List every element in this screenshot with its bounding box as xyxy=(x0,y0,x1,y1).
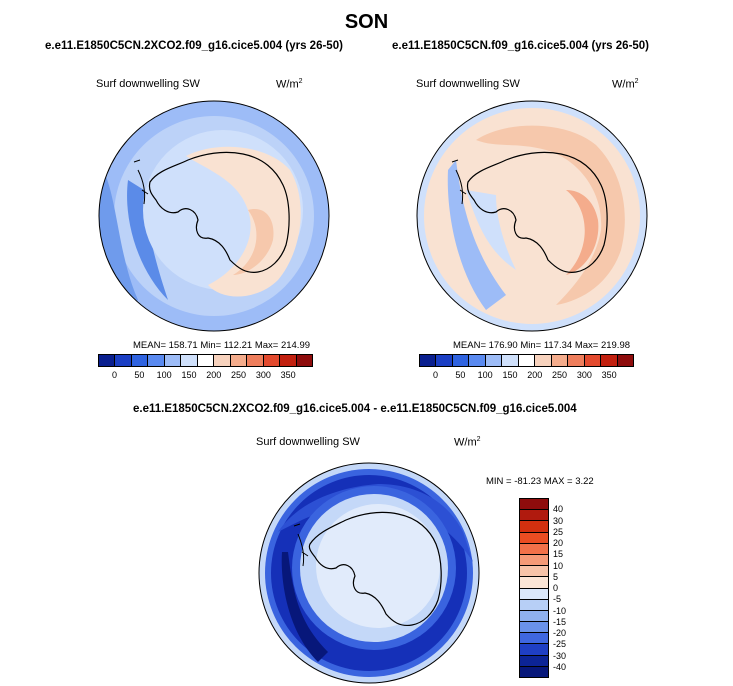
left-antarctica-coastline xyxy=(148,151,290,273)
left-polar-map xyxy=(98,100,330,332)
colorbar-swatch xyxy=(485,355,503,366)
left-map-warm-region xyxy=(186,146,301,297)
colorbar-swatch xyxy=(280,355,297,366)
colorbar-tick-label: -25 xyxy=(553,639,567,650)
colorbar-swatch xyxy=(230,355,248,366)
colorbar-swatch xyxy=(520,554,548,567)
colorbar-swatch xyxy=(420,355,437,366)
colorbar-swatch xyxy=(520,510,548,522)
right-variable-label: Surf downwelling SW xyxy=(416,78,520,90)
colorbar-swatch xyxy=(296,355,313,366)
colorbar-tick-label: 50 xyxy=(455,370,466,380)
diff-polar-map xyxy=(258,462,480,684)
colorbar-swatch xyxy=(518,355,536,366)
colorbar-swatch xyxy=(197,355,215,366)
colorbar-tick-label: 350 xyxy=(280,370,296,380)
colorbar-swatch xyxy=(520,543,548,555)
colorbar-tick-label: 0 xyxy=(112,370,118,380)
colorbar-swatch xyxy=(568,355,585,366)
diff-units-label: W/m2 xyxy=(454,436,481,449)
colorbar-tick-label: 250 xyxy=(231,370,247,380)
right-colorbar: 0 50 100 150 200 250 300 350 xyxy=(419,354,634,380)
diff-variable-label: Surf downwelling SW xyxy=(256,436,360,448)
left-stats: MEAN= 158.71 Min= 112.21 Max= 214.99 xyxy=(133,340,311,351)
colorbar-swatch xyxy=(164,355,182,366)
left-colorbar: 0 50 100 150 200 250 300 350 xyxy=(98,354,313,380)
colorbar-tick-label: 200 xyxy=(206,370,222,380)
colorbar-tick-label: 100 xyxy=(477,370,493,380)
right-map-warm-region xyxy=(476,125,625,305)
page-title: SON xyxy=(344,11,389,33)
colorbar-swatch xyxy=(181,355,198,366)
colorbar-tick-label: -30 xyxy=(553,650,567,661)
colorbar-swatch xyxy=(551,355,569,366)
colorbar-swatch xyxy=(452,355,470,366)
diff-case-title: e.e11.E1850C5CN.2XCO2.f09_g16.cice5.004 … xyxy=(133,403,577,415)
colorbar-swatch xyxy=(520,666,548,677)
colorbar-tick-label: 20 xyxy=(553,538,564,548)
colorbar-tick-label: -40 xyxy=(553,661,567,672)
diff-colorbar: 40 30 25 20 15 10 5 0 -5 -10 -15 -20 -25 -30 -40 xyxy=(519,498,579,678)
diff-stats: MIN = -81.23 MAX = 3.22 xyxy=(486,476,594,487)
colorbar-tick-label: 5 xyxy=(553,571,559,582)
colorbar-swatch xyxy=(535,355,552,366)
colorbar-swatch xyxy=(148,355,165,366)
colorbar-tick-label: 100 xyxy=(156,370,172,380)
colorbar-swatch xyxy=(247,355,264,366)
diff-antarctica-coastline xyxy=(308,511,442,627)
colorbar-swatch xyxy=(520,655,548,667)
colorbar-swatch xyxy=(520,566,548,578)
colorbar-tick-label: 0 xyxy=(433,370,439,380)
colorbar-swatch xyxy=(469,355,486,366)
colorbar-tick-label: -15 xyxy=(553,616,567,627)
colorbar-tick-label: 200 xyxy=(527,370,543,380)
left-variable-label: Surf downwelling SW xyxy=(96,78,200,90)
colorbar-tick-label: 10 xyxy=(553,560,564,571)
right-stats: MEAN= 176.90 Min= 117.34 Max= 219.98 xyxy=(453,340,631,351)
colorbar-swatch xyxy=(520,622,548,634)
colorbar-tick-label: 150 xyxy=(502,370,518,380)
colorbar-swatch xyxy=(131,355,149,366)
colorbar-tick-label: 350 xyxy=(601,370,617,380)
colorbar-tick-label: 150 xyxy=(181,370,197,380)
colorbar-swatch xyxy=(214,355,231,366)
colorbar-swatch xyxy=(584,355,602,366)
colorbar-tick-label: 0 xyxy=(553,583,559,593)
colorbar-tick-label: 30 xyxy=(553,515,564,526)
colorbar-swatch xyxy=(601,355,618,366)
colorbar-swatch xyxy=(436,355,453,366)
colorbar-swatch xyxy=(520,644,548,656)
left-case-title: e.e11.E1850C5CN.2XCO2.f09_g16.cice5.004 … xyxy=(45,40,343,52)
colorbar-swatch xyxy=(520,577,548,589)
colorbar-swatch xyxy=(520,521,548,533)
colorbar-swatch xyxy=(99,355,116,366)
right-antarctica-coastline xyxy=(466,151,608,273)
colorbar-tick-label: 250 xyxy=(552,370,568,380)
colorbar-tick-label: 50 xyxy=(134,370,145,380)
colorbar-swatch xyxy=(520,633,548,645)
right-case-title: e.e11.E1850C5CN.f09_g16.cice5.004 (yrs 2… xyxy=(392,40,650,52)
colorbar-tick-label: -20 xyxy=(553,628,567,638)
left-units-label: W/m2 xyxy=(276,78,303,91)
colorbar-swatch xyxy=(115,355,132,366)
colorbar-swatch xyxy=(263,355,281,366)
colorbar-swatch xyxy=(520,532,548,544)
colorbar-tick-label: 40 xyxy=(553,504,564,515)
colorbar-swatch xyxy=(520,588,548,600)
colorbar-swatch xyxy=(520,499,548,511)
colorbar-swatch xyxy=(520,610,548,623)
colorbar-swatch xyxy=(502,355,519,366)
right-units-label: W/m2 xyxy=(612,78,639,91)
colorbar-swatch xyxy=(520,599,548,611)
colorbar-tick-label: 25 xyxy=(553,526,564,537)
colorbar-tick-label: 15 xyxy=(553,549,564,560)
colorbar-tick-label: -10 xyxy=(553,605,567,616)
right-polar-map xyxy=(416,100,648,332)
colorbar-tick-label: 300 xyxy=(255,370,271,380)
colorbar-swatch xyxy=(617,355,634,366)
colorbar-tick-label: -5 xyxy=(553,594,562,605)
colorbar-tick-label: 300 xyxy=(576,370,592,380)
